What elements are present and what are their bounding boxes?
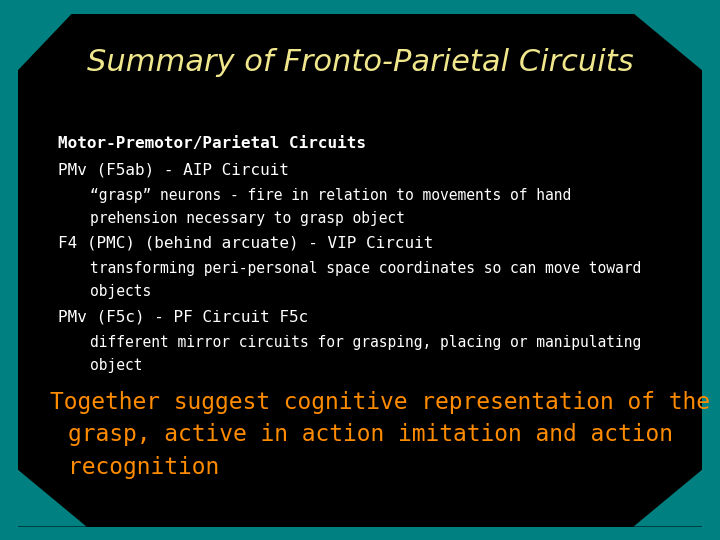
Text: Motor-Premotor/Parietal Circuits: Motor-Premotor/Parietal Circuits: [58, 136, 366, 151]
Text: Summary of Fronto-Parietal Circuits: Summary of Fronto-Parietal Circuits: [86, 48, 634, 77]
Text: PMv (F5ab) - AIP Circuit: PMv (F5ab) - AIP Circuit: [58, 163, 289, 178]
Polygon shape: [634, 470, 702, 526]
Text: grasp, active in action imitation and action: grasp, active in action imitation and ac…: [68, 423, 673, 446]
Text: prehension necessary to grasp object: prehension necessary to grasp object: [90, 211, 405, 226]
Polygon shape: [634, 14, 702, 70]
Text: transforming peri-personal space coordinates so can move toward: transforming peri-personal space coordin…: [90, 261, 642, 276]
Polygon shape: [18, 470, 86, 526]
Text: objects: objects: [90, 284, 151, 299]
Text: different mirror circuits for grasping, placing or manipulating: different mirror circuits for grasping, …: [90, 335, 642, 350]
Text: PMv (F5c) - PF Circuit F5c: PMv (F5c) - PF Circuit F5c: [58, 309, 308, 325]
Text: Together suggest cognitive representation of the: Together suggest cognitive representatio…: [50, 391, 711, 414]
Polygon shape: [18, 14, 72, 70]
Text: recognition: recognition: [68, 456, 220, 478]
Text: F4 (PMC) (behind arcuate) - VIP Circuit: F4 (PMC) (behind arcuate) - VIP Circuit: [58, 235, 433, 251]
Text: object: object: [90, 358, 143, 373]
Text: “grasp” neurons - fire in relation to movements of hand: “grasp” neurons - fire in relation to mo…: [90, 188, 571, 203]
